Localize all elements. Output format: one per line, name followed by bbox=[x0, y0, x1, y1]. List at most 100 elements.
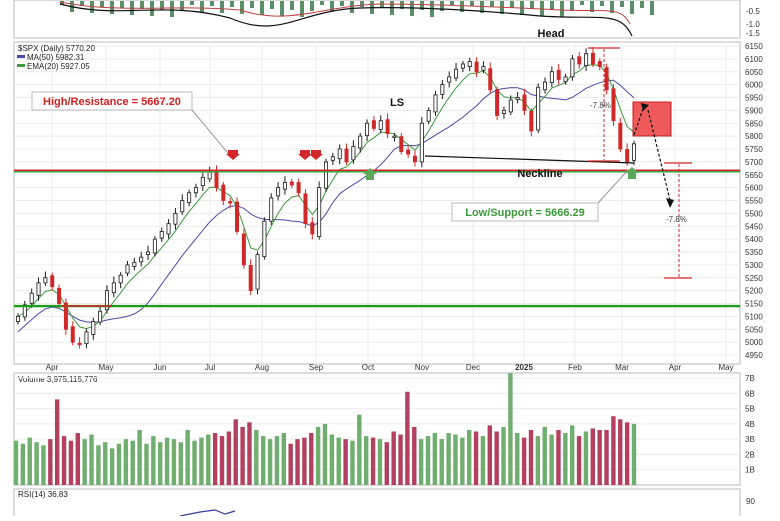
volume-bar bbox=[267, 439, 273, 485]
resistance-arrow-2 bbox=[309, 150, 323, 160]
top-hist-bar bbox=[610, 1, 614, 13]
top-hist-bar bbox=[140, 1, 144, 9]
price-y-tick: 4950 bbox=[745, 351, 763, 360]
candle-body bbox=[104, 290, 109, 311]
candle-body bbox=[584, 53, 589, 66]
volume-y-tick: 2B bbox=[745, 450, 755, 459]
candle-body bbox=[611, 88, 616, 122]
volume-bar bbox=[171, 439, 177, 485]
volume-bar bbox=[624, 422, 630, 485]
price-y-tick: 5200 bbox=[745, 287, 763, 296]
price-x-tick: Nov bbox=[415, 363, 429, 372]
top-hist-bar bbox=[620, 1, 624, 7]
volume-bar bbox=[473, 431, 479, 485]
candle-body bbox=[15, 315, 20, 322]
candle-body bbox=[282, 182, 287, 190]
rsi-panel-frame bbox=[13, 488, 741, 520]
price-y-tick: 5850 bbox=[745, 119, 763, 128]
candle-body bbox=[36, 282, 41, 296]
volume-bar bbox=[68, 440, 74, 485]
legend-ma50: MA(50) 5982.31 bbox=[27, 53, 85, 62]
legend: $SPX (Daily) 5770.20 MA(50) 5982.31 EMA(… bbox=[17, 44, 95, 71]
top-hist-bar bbox=[600, 1, 604, 6]
volume-bar bbox=[274, 436, 280, 485]
price-y-axis: 4950 5000 5050 5100 5150 5200 5250 5300 5350 5400… bbox=[745, 42, 763, 360]
price-x-tick: Aug bbox=[255, 363, 269, 372]
candle-body bbox=[344, 148, 349, 163]
volume-bar bbox=[357, 414, 362, 485]
candle-body bbox=[146, 251, 151, 255]
volume-bar bbox=[467, 429, 472, 485]
top-hist-bar bbox=[470, 1, 474, 6]
candle-body bbox=[460, 63, 465, 69]
support-label-box bbox=[451, 202, 599, 222]
top-panel-frame bbox=[13, 0, 741, 39]
candle-body bbox=[70, 326, 75, 343]
volume-bar bbox=[206, 434, 211, 485]
price-x-tick: Mar bbox=[615, 363, 629, 372]
price-y-tick: 5750 bbox=[745, 145, 763, 154]
candle-body bbox=[385, 119, 390, 134]
volume-bar bbox=[412, 426, 417, 485]
down-projection-head bbox=[666, 198, 674, 208]
top-hist-bar bbox=[200, 1, 204, 12]
candle-body bbox=[536, 86, 541, 131]
volume-bar bbox=[61, 436, 67, 485]
neckline-label: Neckline bbox=[517, 168, 562, 180]
volume-bar bbox=[583, 431, 589, 485]
volume-bar bbox=[590, 428, 595, 485]
candle-body bbox=[22, 304, 27, 318]
candles bbox=[15, 47, 637, 349]
volume-bar bbox=[20, 443, 26, 485]
candle-body bbox=[433, 94, 438, 113]
ma50-line bbox=[17, 79, 635, 333]
candle-body bbox=[632, 143, 637, 161]
price-x-tick: May bbox=[98, 363, 113, 372]
candle-body bbox=[125, 264, 130, 274]
candle-body bbox=[618, 122, 623, 150]
volume-bar bbox=[604, 429, 609, 485]
volume-bar bbox=[178, 442, 183, 485]
volume-bar bbox=[309, 433, 314, 485]
volume-y-tick: 1B bbox=[745, 466, 755, 475]
volume-y-tick: 3B bbox=[745, 435, 755, 444]
legend-swatch-ma50 bbox=[17, 55, 25, 58]
candle-body bbox=[111, 282, 116, 294]
volume-bar bbox=[219, 436, 225, 485]
candle-body bbox=[501, 109, 506, 114]
volume-bar bbox=[27, 437, 32, 485]
price-x-tick: Sep bbox=[309, 363, 324, 372]
candle-body bbox=[508, 99, 513, 113]
volume-bar bbox=[164, 437, 170, 485]
top-hist-bar bbox=[260, 1, 264, 15]
volume-label: Volume 3,975,115,776 bbox=[18, 375, 98, 384]
top-hist-bar bbox=[220, 1, 224, 13]
resistance-arrow-0 bbox=[226, 150, 240, 160]
support-label: Low/Support = 5666.29 bbox=[465, 207, 585, 219]
price-y-tick: 5550 bbox=[745, 197, 763, 206]
candle-body bbox=[577, 56, 582, 65]
candle-body bbox=[193, 187, 198, 194]
top-hist-bar bbox=[560, 1, 564, 17]
price-x-tick: Feb bbox=[568, 363, 582, 372]
price-x-tick: Oct bbox=[362, 363, 375, 372]
price-x-axis: Apr May Jun Jul Aug Sep Oct Nov Dec 2025 Feb Mar Apr… bbox=[46, 363, 734, 372]
candle-body bbox=[200, 176, 205, 186]
volume-bar bbox=[41, 445, 46, 485]
volume-bar bbox=[288, 443, 293, 485]
price-x-tick: Apr bbox=[669, 363, 682, 372]
candle-body bbox=[625, 149, 630, 163]
volume-bar bbox=[494, 431, 499, 485]
down-projection bbox=[647, 109, 671, 201]
top-tick-2: -1.0 bbox=[746, 20, 760, 29]
top-hist-bar bbox=[550, 1, 554, 10]
legend-swatch-ema20 bbox=[17, 64, 25, 67]
volume-bar bbox=[254, 429, 259, 485]
top-tick-3: -1.5 bbox=[746, 29, 760, 38]
top-hist-bar bbox=[420, 1, 424, 10]
volume-bar bbox=[528, 429, 534, 485]
price-x-tick: 2025 bbox=[515, 363, 533, 372]
volume-bar bbox=[158, 442, 163, 485]
neckline-line bbox=[424, 155, 635, 164]
